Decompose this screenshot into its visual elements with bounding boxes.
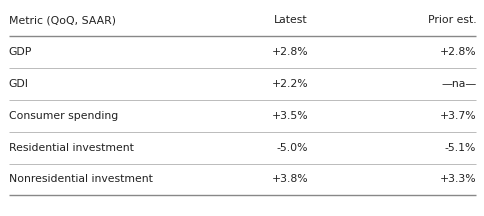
- Text: +3.8%: +3.8%: [271, 175, 307, 184]
- Text: GDP: GDP: [9, 47, 32, 57]
- Text: Prior est.: Prior est.: [427, 15, 475, 25]
- Text: Metric (QoQ, SAAR): Metric (QoQ, SAAR): [9, 15, 116, 25]
- Text: +2.2%: +2.2%: [271, 79, 307, 89]
- Text: GDI: GDI: [9, 79, 29, 89]
- Text: -5.0%: -5.0%: [276, 143, 307, 152]
- Text: +3.7%: +3.7%: [439, 111, 475, 121]
- Text: +3.5%: +3.5%: [271, 111, 307, 121]
- Text: Consumer spending: Consumer spending: [9, 111, 118, 121]
- Text: +2.8%: +2.8%: [439, 47, 475, 57]
- Text: +2.8%: +2.8%: [271, 47, 307, 57]
- Text: Residential investment: Residential investment: [9, 143, 133, 152]
- Text: Nonresidential investment: Nonresidential investment: [9, 175, 152, 184]
- Text: +3.3%: +3.3%: [439, 175, 475, 184]
- Text: -5.1%: -5.1%: [444, 143, 475, 152]
- Text: Latest: Latest: [274, 15, 307, 25]
- Text: —na—: —na—: [440, 79, 475, 89]
